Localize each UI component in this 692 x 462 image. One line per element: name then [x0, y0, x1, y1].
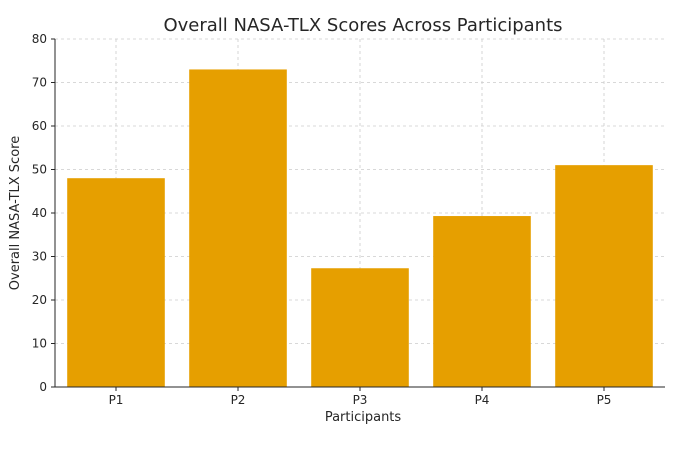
bar-p1 — [67, 178, 165, 387]
bar-p4 — [433, 216, 531, 387]
x-axis-label: Participants — [325, 410, 402, 425]
y-axis-label: Overall NASA-TLX Score — [8, 136, 23, 290]
bars — [67, 69, 653, 387]
x-ticks: P1 P2 P3 P4 P5 — [109, 387, 612, 407]
y-ticks: 0 10 20 30 40 50 60 70 80 — [32, 32, 55, 394]
bar-p2 — [189, 69, 287, 387]
y-tick-label: 60 — [32, 119, 47, 133]
y-tick-label: 0 — [39, 380, 47, 394]
bar-p3 — [311, 268, 409, 387]
chart-title: Overall NASA-TLX Scores Across Participa… — [163, 15, 562, 36]
y-tick-label: 30 — [32, 250, 47, 264]
x-tick-label: P4 — [475, 393, 490, 407]
y-tick-label: 10 — [32, 337, 47, 351]
x-tick-label: P2 — [231, 393, 246, 407]
y-tick-label: 70 — [32, 76, 47, 90]
bar-p5 — [555, 165, 653, 387]
x-tick-label: P5 — [597, 393, 612, 407]
y-tick-label: 80 — [32, 32, 47, 46]
x-tick-label: P3 — [353, 393, 368, 407]
y-tick-label: 40 — [32, 206, 47, 220]
y-tick-label: 20 — [32, 293, 47, 307]
y-tick-label: 50 — [32, 163, 47, 177]
x-tick-label: P1 — [109, 393, 124, 407]
